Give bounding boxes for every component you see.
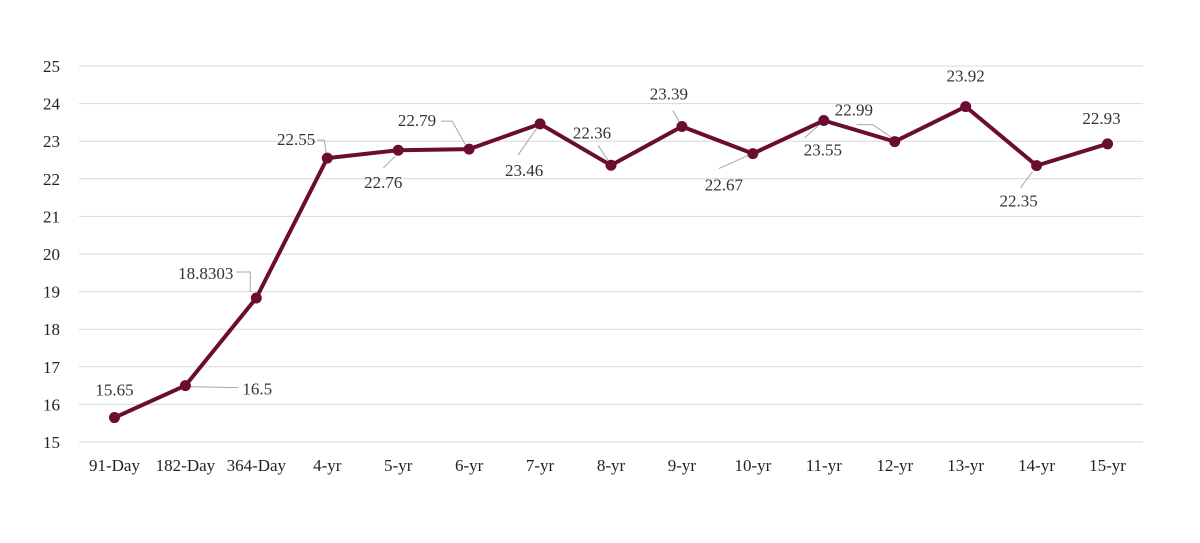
x-axis-ticks: 91-Day 182-Day 364-Day 4-yr 5-yr 6-yr 7-yr 8-yr… [89,456,1126,475]
y-tick-label: 21 [43,207,60,226]
series-line [112,104,1110,420]
label-leader-line [317,139,327,155]
data-point [534,118,546,130]
data-label: 22.36 [573,123,611,142]
data-point [605,159,617,171]
label-leader-line [597,145,609,161]
label-leader-lines [187,110,1033,389]
label-leader-line [856,124,892,139]
x-tick-label: 7-yr [526,456,555,475]
label-leader-line [1020,171,1033,188]
label-leader-line [187,386,239,389]
label-leader-line [517,127,538,156]
y-axis-ticks: 15 16 17 18 19 20 21 22 23 24 25 [43,57,61,452]
data-labels: 15.65 16.5 18.8303 22.55 22.76 22.79 23.46 22.3… [95,67,1120,400]
y-tick-label: 24 [43,95,61,114]
x-tick-label: 8-yr [597,456,626,475]
label-leader-line [804,123,822,138]
data-label: 23.46 [505,161,543,180]
y-tick-label: 25 [43,57,60,76]
label-leader-line [382,155,396,169]
x-tick-label: 9-yr [668,456,697,475]
data-points [108,101,1114,424]
y-tick-label: 20 [43,245,60,264]
data-point [818,115,830,127]
x-tick-label: 11-yr [806,456,843,475]
data-label: 18.8303 [178,264,233,283]
label-leader-line [718,155,749,170]
x-tick-label: 182-Day [156,456,216,475]
data-label: 22.55 [277,130,315,149]
data-point [1031,160,1043,172]
data-label: 23.55 [804,141,842,160]
data-label: 23.92 [947,67,985,86]
series-line-path [112,104,1110,420]
y-tick-label: 23 [43,132,60,151]
data-point [889,136,901,148]
data-point [321,152,333,164]
y-tick-label: 16 [43,395,60,414]
data-point [676,121,688,133]
data-point [179,380,191,392]
x-tick-label: 14-yr [1018,456,1055,475]
y-tick-label: 15 [43,433,60,452]
data-label: 23.39 [650,85,688,104]
data-label: 22.99 [835,101,873,120]
x-tick-label: 4-yr [313,456,342,475]
label-leader-line [672,110,680,122]
x-tick-label: 91-Day [89,456,140,475]
label-leader-line [441,120,466,145]
x-tick-label: 10-yr [734,456,771,475]
data-label: 22.67 [705,176,744,195]
y-tick-label: 22 [43,170,60,189]
data-point [1102,138,1114,150]
data-point [250,292,262,304]
data-label: 22.93 [1082,109,1120,128]
y-tick-label: 18 [43,320,60,339]
data-point [960,101,972,113]
y-tick-label: 17 [43,358,61,377]
x-tick-label: 12-yr [876,456,913,475]
data-label: 22.35 [999,192,1037,211]
data-point [392,144,404,156]
data-label: 22.76 [364,173,402,192]
x-tick-label: 15-yr [1089,456,1126,475]
x-tick-label: 364-Day [227,456,287,475]
x-tick-label: 5-yr [384,456,413,475]
label-leader-line [236,271,251,292]
x-tick-label: 6-yr [455,456,484,475]
data-point [747,148,759,160]
data-label: 16.5 [242,380,272,399]
data-point [108,412,120,424]
data-point [463,143,475,155]
x-tick-label: 13-yr [947,456,984,475]
data-label: 22.79 [398,111,436,130]
data-label: 15.65 [95,381,133,400]
y-tick-label: 19 [43,283,60,302]
